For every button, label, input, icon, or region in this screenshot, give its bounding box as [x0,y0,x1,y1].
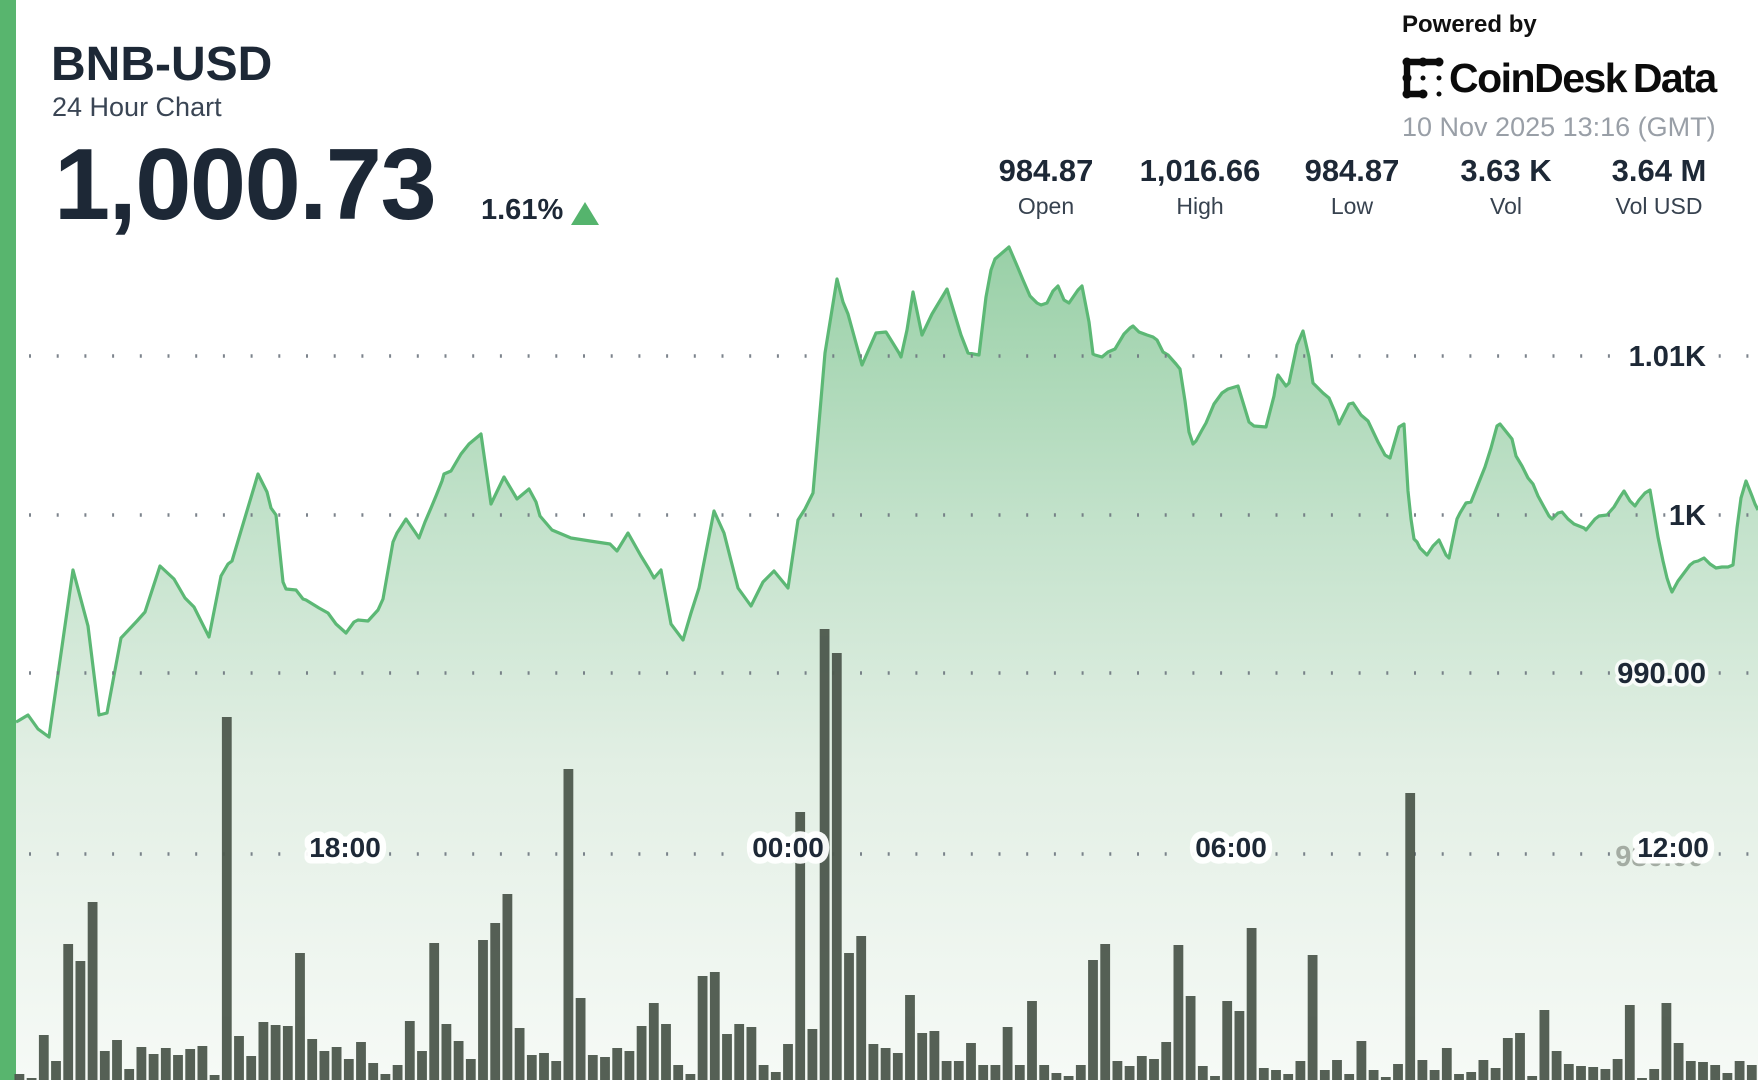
svg-text:1K: 1K [1669,500,1706,532]
svg-text:980.00: 980.00 [1615,841,1704,873]
svg-text:1.01K: 1.01K [1629,341,1706,373]
svg-text:00:00: 00:00 [752,832,824,863]
svg-text:18:00: 18:00 [309,832,381,863]
svg-text:12:00: 12:00 [1637,832,1709,863]
svg-text:06:00: 06:00 [1195,832,1267,863]
svg-text:990.00: 990.00 [1617,658,1706,690]
